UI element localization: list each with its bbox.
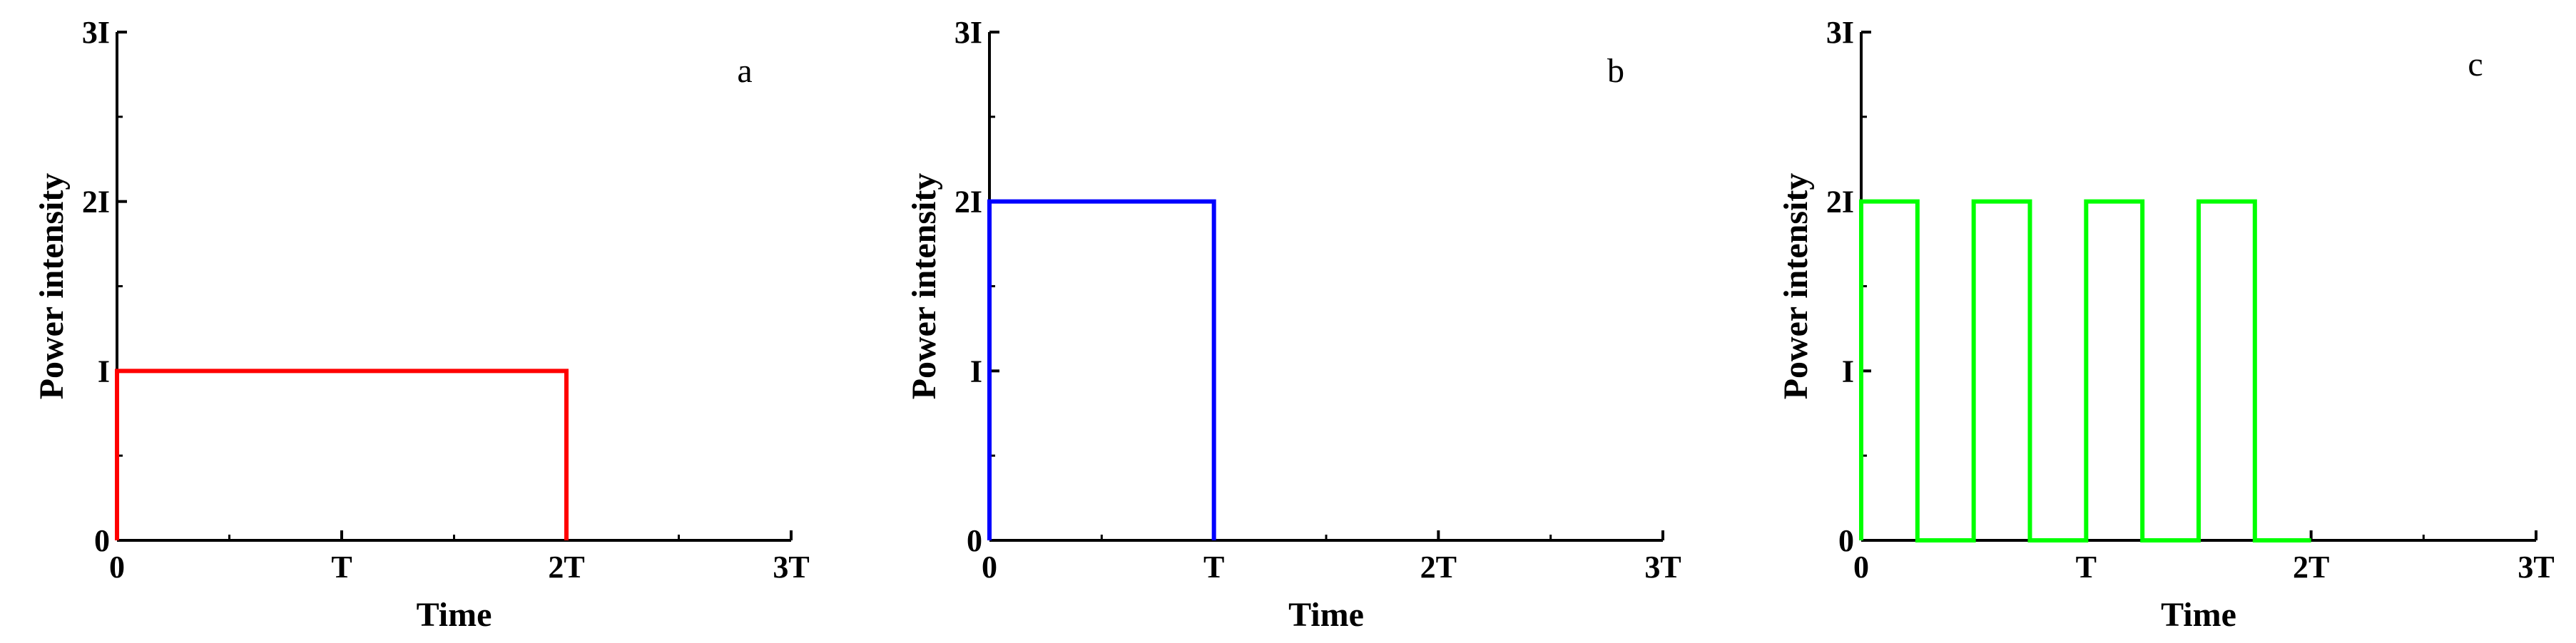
y-axis-title: Power intensity bbox=[905, 173, 943, 400]
chart-panel-a: 0 T 2T 3T 0 I 2I 3I Time Power intensity a bbox=[33, 15, 810, 634]
x-tick-label: 2T bbox=[1420, 550, 1457, 585]
power-pulse-series bbox=[1859, 199, 2311, 542]
y-tick-label: 2I bbox=[82, 185, 110, 220]
x-tick-label: T bbox=[2076, 550, 2097, 585]
panel-label: c bbox=[2468, 46, 2483, 83]
y-tick-label: 3I bbox=[1826, 15, 1854, 50]
x-tick-label: 3T bbox=[773, 550, 809, 585]
y-tick-label: 0 bbox=[967, 523, 982, 558]
x-tick-label: 0 bbox=[1853, 550, 1869, 585]
panel-label: a bbox=[737, 52, 752, 90]
x-tick-label: 2T bbox=[548, 550, 584, 585]
x-tick-label: 0 bbox=[982, 550, 997, 585]
x-tick-label: 3T bbox=[2518, 550, 2554, 585]
y-tick-label: 2I bbox=[954, 185, 982, 220]
power-pulse-series bbox=[115, 369, 569, 540]
y-tick-label: 3I bbox=[82, 15, 110, 50]
chart-panel-b: 0 T 2T 3T 0 I 2I 3I Time Power intensity b bbox=[905, 15, 1681, 634]
y-tick-label: I bbox=[98, 354, 110, 389]
chart-panel-c: 0 T 2T 3T 0 I 2I 3I Time Power intensity c bbox=[1777, 15, 2555, 634]
power-pulse-series bbox=[987, 199, 1216, 540]
y-tick-label: I bbox=[1842, 354, 1854, 389]
x-tick-label: 2T bbox=[2293, 550, 2329, 585]
x-axis-title: Time bbox=[417, 596, 492, 634]
x-axis-title: Time bbox=[1288, 596, 1364, 634]
y-tick-label: I bbox=[970, 354, 982, 389]
x-axis-title: Time bbox=[2161, 596, 2236, 634]
y-axis-title: Power intensity bbox=[33, 173, 71, 400]
y-tick-label: 3I bbox=[954, 15, 982, 50]
x-tick-label: 3T bbox=[1644, 550, 1681, 585]
y-tick-label: 2I bbox=[1826, 185, 1854, 220]
x-tick-label: T bbox=[331, 550, 352, 585]
y-tick-label: 0 bbox=[94, 523, 110, 558]
x-tick-label: T bbox=[1203, 550, 1224, 585]
panel-label: b bbox=[1607, 52, 1624, 90]
y-axis-title: Power intensity bbox=[1777, 173, 1815, 400]
y-tick-label: 0 bbox=[1838, 523, 1854, 558]
x-tick-label: 0 bbox=[109, 550, 125, 585]
